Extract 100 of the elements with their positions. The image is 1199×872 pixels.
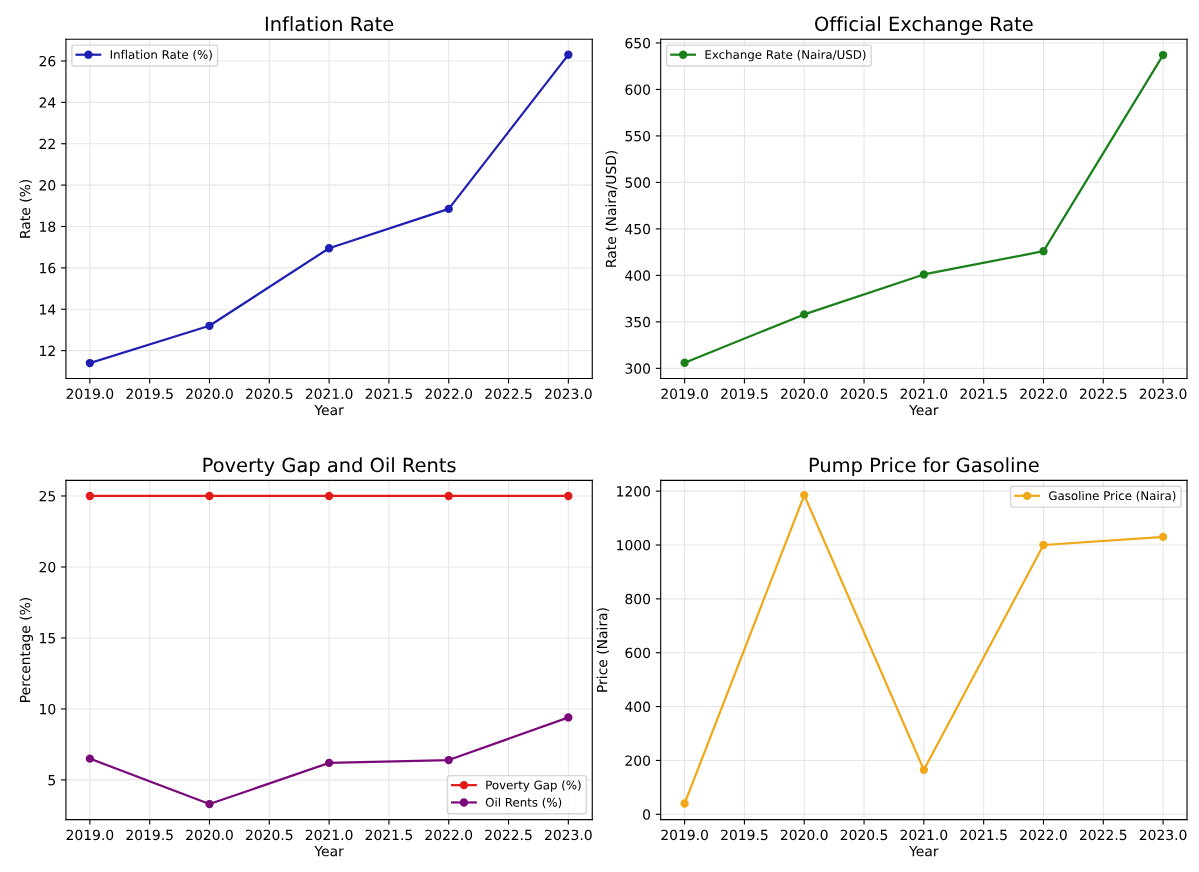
point [919,765,929,775]
legend-label: Poverty Gap (%) [486,780,581,792]
y-tick-label: 550 [625,130,651,142]
y-tick-label: 350 [625,316,651,328]
y-tick-label: 10 [40,703,56,715]
x-tick-label: 2019.0 [661,829,708,841]
y-tick-label: 650 [625,37,651,49]
x-tick-label: 2020.5 [246,829,293,841]
y-tick-label: 16 [40,262,56,274]
y-tick-label: 15 [40,633,56,644]
x-tick-label: 2022.5 [485,388,532,400]
y-tick-label: 400 [625,701,651,713]
y-axis-title: Percentage (%) [19,597,33,702]
y-tick-label: 800 [625,593,651,605]
y-tick-label: 450 [625,223,651,235]
point [85,754,95,763]
x-tick-label: 2022.0 [1020,829,1067,841]
x-tick-label: 2021.0 [900,388,948,400]
legend-label: Oil Rents (%) [485,797,562,809]
point [1039,540,1048,550]
point [1158,532,1168,542]
legend-label: Inflation Rate (%) [110,49,212,61]
chart-title: Pump Price for Gasoline [809,457,1039,477]
point [564,491,573,501]
y-tick-label: 5 [48,775,56,786]
x-tick-label: 2022.5 [485,829,532,841]
point [800,310,809,319]
x-axis-title: Year [314,404,344,416]
point [205,799,214,809]
point [444,204,453,214]
chart-title: Official Exchange Rate [815,16,1033,35]
point [85,358,95,368]
chart-title: Inflation Rate [265,16,394,32]
point [324,244,334,253]
x-tick-label: 2021.5 [960,829,1007,841]
x-axis-title: Year [909,404,939,416]
point [444,755,453,765]
x-tick-label: 2021.0 [305,829,353,841]
x-tick-label: 2019.5 [721,388,768,400]
y-tick-label: 600 [625,647,651,659]
x-tick-label: 2021.0 [900,829,948,841]
point [800,491,809,500]
point [680,799,689,808]
x-tick-label: 2022.5 [1080,829,1127,841]
chart-title: Poverty Gap and Oil Rents [203,457,456,477]
x-tick-label: 2020.5 [840,388,888,400]
y-tick-label: 24 [39,97,56,108]
y-axis-title: Rate (Naira/USD) [605,150,618,267]
point [205,491,214,501]
x-tick-label: 2023.0 [1139,388,1187,400]
y-tick-label: 26 [39,55,56,67]
x-tick-label: 2023.0 [1139,829,1187,841]
point [1158,50,1168,60]
x-tick-label: 2019.5 [721,829,768,841]
y-tick-label: 1000 [617,539,651,551]
point [919,270,929,279]
y-tick-label: 0 [643,809,651,820]
x-tick-label: 2021.5 [365,388,412,400]
y-tick-label: 200 [625,755,651,766]
x-tick-label: 2022.5 [1080,388,1127,400]
x-axis-title: Year [314,846,344,857]
y-tick-label: 600 [625,84,651,95]
x-tick-label: 2021.0 [305,388,353,400]
point [444,491,453,501]
x-tick-label: 2020.0 [780,388,828,400]
y-tick-label: 1200 [617,486,651,497]
x-tick-label: 2023.0 [545,388,592,400]
point [324,491,334,501]
y-axis-title: Rate (%) [19,179,32,238]
point [205,321,214,330]
y-axis-title: Price (Naira) [596,608,610,692]
y-tick-label: 20 [39,561,56,573]
x-tick-label: 2019.0 [66,388,114,400]
x-tick-label: 2020.5 [246,388,293,400]
point [680,358,689,367]
y-tick-label: 12 [40,345,55,356]
y-tick-label: 20 [39,180,56,191]
point [564,713,573,722]
x-tick-label: 2019.5 [126,388,173,400]
x-tick-label: 2019.5 [126,829,173,841]
x-tick-label: 2020.5 [840,829,888,841]
point [1039,247,1048,256]
point [564,50,573,59]
x-tick-label: 2022.0 [425,388,473,400]
x-tick-label: 2023.0 [545,829,592,841]
x-axis-title: Year [909,846,939,857]
legend-label: Exchange Rate (Naira/USD) [705,49,866,62]
point [85,491,95,501]
x-tick-label: 2020.0 [186,829,233,841]
y-tick-label: 18 [40,221,56,232]
x-tick-label: 2020.0 [186,388,233,400]
legend-label: Gasoline Price (Naira) [1049,490,1176,502]
point [324,758,334,768]
x-tick-label: 2021.5 [960,388,1007,400]
y-tick-label: 300 [625,363,651,374]
x-tick-label: 2022.0 [1020,388,1067,400]
y-tick-label: 22 [39,138,55,149]
y-tick-label: 400 [625,270,651,281]
x-tick-label: 2019.0 [661,388,708,400]
y-tick-label: 25 [39,490,56,502]
